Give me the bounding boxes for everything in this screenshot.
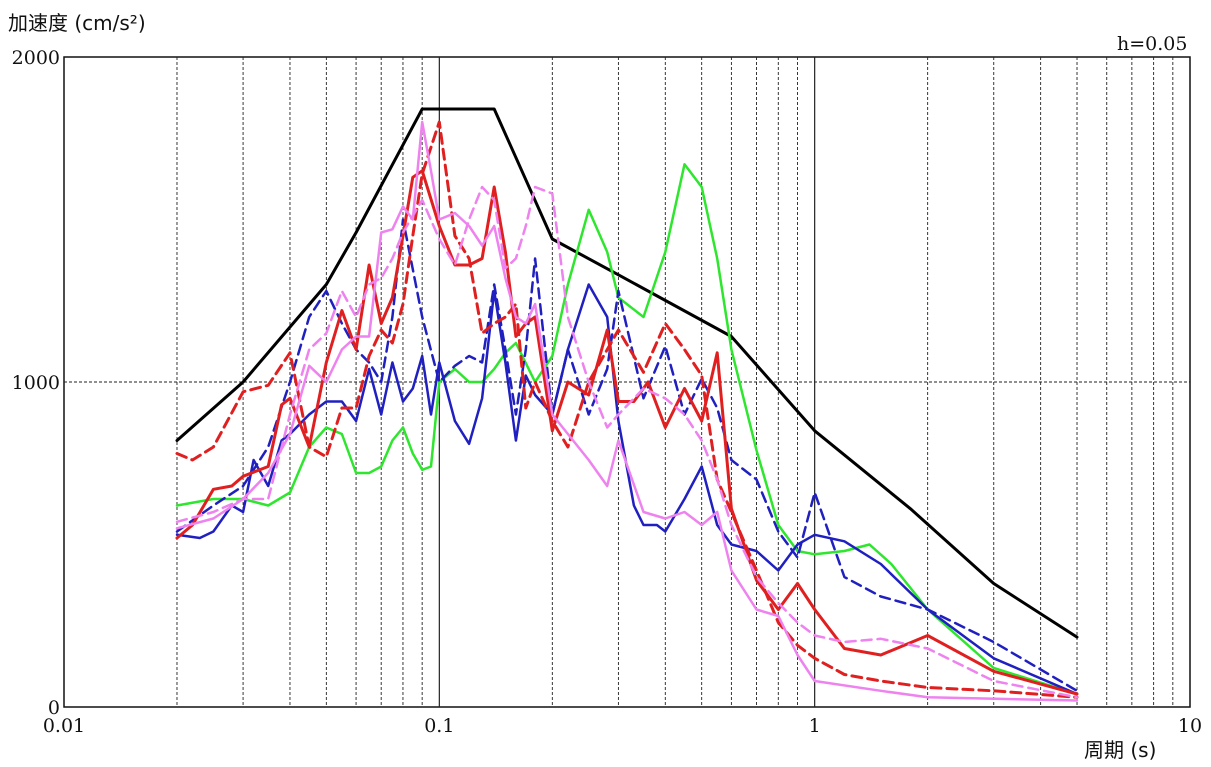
series-line-4 bbox=[175, 218, 1079, 693]
x-tick-label: 0.1 bbox=[424, 715, 454, 737]
x-axis-title: 周期 (s) bbox=[1084, 738, 1156, 762]
x-tick-label: 0.01 bbox=[43, 715, 85, 737]
series-line-1 bbox=[175, 107, 1079, 639]
y-axis-title: 加速度 (cm/s²) bbox=[8, 11, 146, 35]
x-tick-label: 10 bbox=[1178, 715, 1202, 737]
y-tick-label: 0 bbox=[48, 697, 60, 719]
x-tick-label: 1 bbox=[809, 715, 821, 737]
series-line-2 bbox=[175, 163, 1079, 696]
y-tick-label: 1000 bbox=[12, 372, 60, 394]
tick-labels: 0.01 0.1 1 10 0 1000 2000 bbox=[12, 47, 1202, 737]
series-layer bbox=[175, 107, 1079, 702]
series-line-7 bbox=[175, 120, 1079, 702]
y-tick-label: 2000 bbox=[12, 47, 60, 69]
damping-annotation: h=0.05 bbox=[1117, 33, 1187, 55]
series-line-8 bbox=[175, 185, 1079, 699]
